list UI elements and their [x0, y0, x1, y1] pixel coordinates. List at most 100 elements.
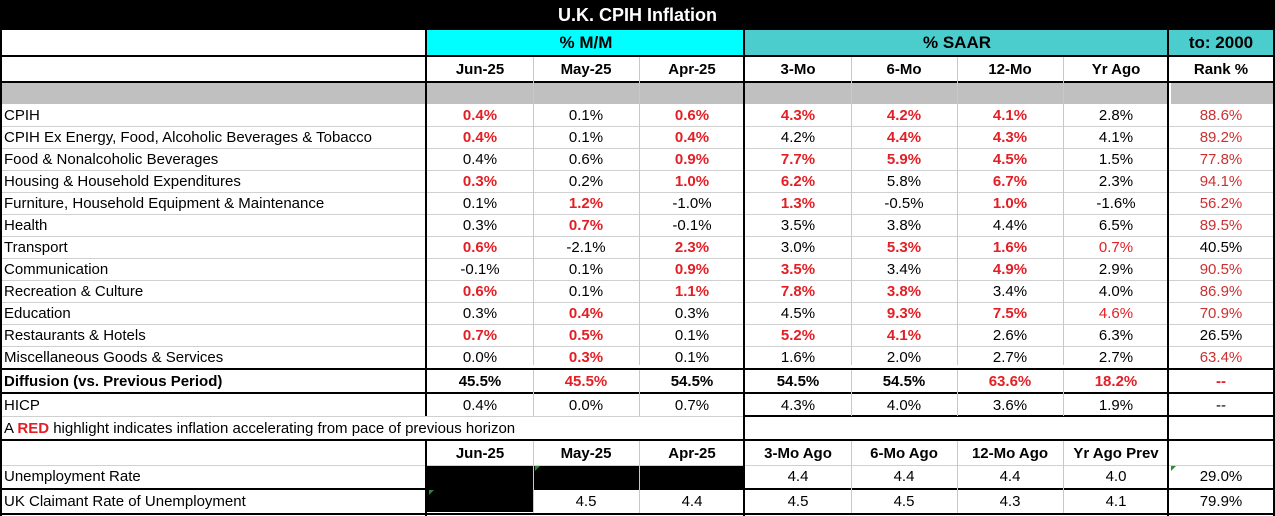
footnote-red-word: RED [17, 419, 50, 437]
claimant-cell: 4.5 [575, 492, 597, 510]
table-cell: -1.6% [1096, 194, 1136, 212]
claimant-cell: 4.5 [893, 492, 915, 510]
unemployment-cell: 4.0 [1105, 468, 1127, 485]
row-label: Transport [4, 238, 68, 256]
table-cell: 2.3% [674, 238, 710, 256]
claimant-label: UK Claimant Rate of Unemployment [4, 492, 246, 510]
table-cell: 6.7% [992, 172, 1028, 190]
diffusion-cell: 45.5% [564, 372, 608, 390]
row-label: Health [4, 216, 48, 234]
table-cell: 0.9% [674, 150, 710, 168]
unemployment-cell: 4.4 [787, 468, 809, 485]
gray-band-rank [1171, 82, 1273, 104]
row-label: Miscellaneous Goods & Services [4, 348, 224, 366]
hicp-label: HICP [4, 396, 40, 414]
table-cell: 5.3% [886, 238, 922, 256]
table-cell: 0.0% [462, 348, 498, 366]
grid-line [743, 30, 745, 516]
table-cell: 3.4% [992, 282, 1028, 300]
unemployment-cell: 4.4 [893, 468, 915, 485]
table-cell: 90.5% [1199, 260, 1243, 278]
grid-line [639, 370, 640, 416]
grid-line [1063, 57, 1064, 365]
grid-line [0, 302, 1273, 303]
grid-line [851, 441, 852, 513]
diffusion-cell: 18.2% [1094, 372, 1138, 390]
table-cell: 4.9% [992, 260, 1028, 278]
grid-line [0, 324, 1273, 325]
table-cell: 0.3% [568, 348, 604, 366]
table-cell: 77.8% [1199, 150, 1243, 168]
table-cell: 2.7% [1098, 348, 1134, 366]
grid-line [425, 30, 427, 416]
grid-line [0, 465, 1273, 466]
table-cell: 0.1% [568, 128, 604, 146]
table-cell: 0.1% [568, 260, 604, 278]
column-header: Jun-25 [455, 61, 505, 78]
table-cell: 1.2% [568, 194, 604, 212]
grid-line [1063, 441, 1064, 513]
table-cell: 2.3% [1098, 172, 1134, 190]
grid-line [0, 280, 1273, 281]
table-title: U.K. CPIH Inflation [0, 0, 1275, 30]
table-cell: 4.4% [886, 128, 922, 146]
grid-line [533, 57, 534, 365]
table-cell: 0.3% [462, 216, 498, 234]
table-cell: 5.8% [886, 172, 922, 190]
hicp-cell: 0.4% [462, 396, 498, 414]
table-cell: 2.7% [992, 348, 1028, 366]
table-cell: 26.5% [1199, 326, 1243, 344]
grid-line [957, 57, 958, 365]
diffusion-cell: -- [1216, 372, 1226, 390]
unemployment-cell: 4.4 [999, 468, 1021, 485]
grid-line [0, 126, 1273, 127]
grid-line [0, 236, 1273, 237]
column-header-2: 6-Mo Ago [870, 444, 938, 462]
table-cell: 1.5% [1098, 150, 1134, 168]
table-cell: 0.4% [462, 128, 498, 146]
table-cell: 2.9% [1098, 260, 1134, 278]
column-header: Apr-25 [668, 61, 716, 78]
table-cell: -0.5% [884, 194, 924, 212]
comment-marker-icon [1171, 466, 1176, 471]
table-cell: 0.4% [674, 128, 710, 146]
column-header-2: 12-Mo Ago [971, 444, 1049, 462]
group-header-mm: % M/M [427, 30, 745, 56]
grid-line [0, 30, 2, 516]
column-header-2: May-25 [560, 444, 612, 462]
diffusion-cell: 54.5% [670, 372, 714, 390]
table-cell: 63.4% [1199, 348, 1243, 366]
diffusion-cell: 45.5% [458, 372, 502, 390]
hicp-cell: 4.3% [780, 396, 816, 414]
grid-line [0, 258, 1273, 259]
grid-line [0, 81, 1275, 83]
grid-line [0, 192, 1273, 193]
grid-line [0, 170, 1273, 171]
table-cell: 0.4% [462, 106, 498, 124]
table-cell: 3.0% [780, 238, 816, 256]
comment-marker-icon [429, 490, 434, 495]
column-header: 3-Mo [780, 61, 816, 78]
column-header: Rank % [1193, 61, 1249, 78]
table-cell: 3.5% [780, 260, 816, 278]
grid-line [1273, 30, 1275, 516]
table-cell: 4.0% [1098, 282, 1134, 300]
table-cell: 1.6% [992, 238, 1028, 256]
table-cell: 56.2% [1199, 194, 1243, 212]
table-cell: 4.4% [992, 216, 1028, 234]
table-cell: 4.2% [886, 106, 922, 124]
comment-marker-icon [535, 466, 540, 471]
table-cell: 5.9% [886, 150, 922, 168]
table-cell: 4.5% [780, 304, 816, 322]
table-cell: 0.6% [462, 282, 498, 300]
grid-line [533, 370, 534, 416]
grid-line [957, 441, 958, 513]
table-cell: 0.6% [462, 238, 498, 256]
grid-line [0, 368, 1275, 370]
table-cell: 0.1% [568, 106, 604, 124]
table-cell: 1.0% [992, 194, 1028, 212]
column-header-2: 3-Mo Ago [764, 444, 832, 462]
table-cell: 0.1% [568, 282, 604, 300]
grid-line [425, 441, 427, 516]
footnote: A RED highlight indicates inflation acce… [0, 417, 743, 439]
